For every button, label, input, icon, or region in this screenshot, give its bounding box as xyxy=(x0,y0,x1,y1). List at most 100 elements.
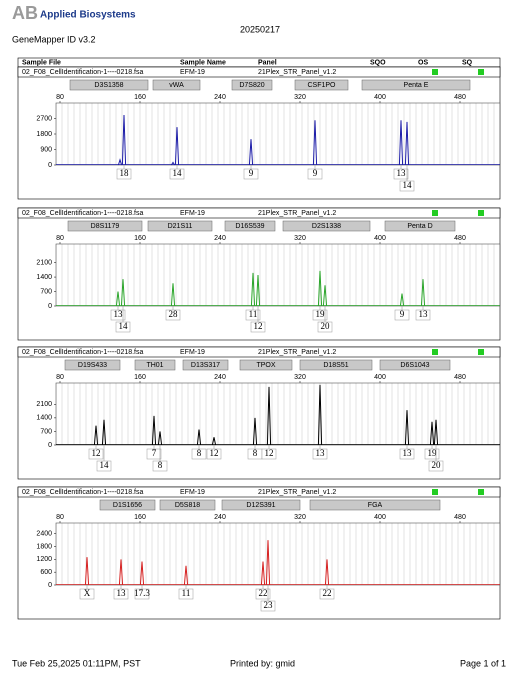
locus-box xyxy=(239,359,293,371)
x-tick-label: 160 xyxy=(134,235,146,242)
x-tick-label: 480 xyxy=(454,514,466,521)
allele-label: 19 xyxy=(428,448,438,458)
sample-name: EFM-19 xyxy=(180,489,205,496)
sample-panel: 21Plex_STR_Panel_v1.2 xyxy=(258,489,336,496)
locus-name: D1S1656 xyxy=(113,502,142,509)
plot-frame xyxy=(55,522,501,586)
peak xyxy=(121,115,127,166)
allele-label: 14 xyxy=(173,168,183,178)
y-tick-label: 1800 xyxy=(36,543,52,550)
allele-label: 9 xyxy=(400,309,405,319)
locus-name: D3S1358 xyxy=(94,82,123,89)
column-header: OS xyxy=(418,59,428,66)
allele-label: 14 xyxy=(100,460,110,470)
allele-label: X xyxy=(84,588,91,598)
allele-box xyxy=(424,448,440,460)
allele-box xyxy=(255,588,271,600)
locus-name: Penta D xyxy=(407,223,432,230)
peak xyxy=(170,283,176,307)
allele-box xyxy=(307,168,323,180)
y-tick-label: 0 xyxy=(48,162,52,169)
y-tick-label: 0 xyxy=(48,582,52,589)
x-tick-label: 160 xyxy=(134,514,146,521)
plot-bins xyxy=(56,103,500,165)
locus-name: D8S1179 xyxy=(91,223,120,230)
brand: Applied Biosystems xyxy=(40,10,136,21)
locus-box xyxy=(294,79,349,91)
peak xyxy=(260,561,266,586)
footer-page: Page 1 of 1 xyxy=(460,658,506,668)
peak xyxy=(101,419,107,446)
footer-date: Tue Feb 25,2025 01:11PM, PST xyxy=(12,658,141,668)
peak xyxy=(399,293,405,307)
column-header: Panel xyxy=(258,59,277,66)
allele-label: 13 xyxy=(117,588,127,598)
x-tick-label: 160 xyxy=(134,374,146,381)
software: GeneMapper ID v3.2 xyxy=(12,34,96,44)
x-tick-label: 400 xyxy=(374,514,386,521)
column-header: Sample File xyxy=(22,59,61,66)
allele-box xyxy=(169,168,185,180)
allele-box xyxy=(152,460,168,472)
locus-box xyxy=(361,79,471,91)
allele-box xyxy=(79,588,95,600)
allele-box xyxy=(146,448,162,460)
locus-box xyxy=(69,79,149,91)
y-tick-label: 700 xyxy=(40,288,52,295)
y-tick-label: 1800 xyxy=(36,131,52,138)
peak xyxy=(324,559,330,586)
x-tick-label: 320 xyxy=(294,374,306,381)
allele-label: 13 xyxy=(419,309,429,319)
allele-box xyxy=(243,168,259,180)
peak xyxy=(120,279,126,307)
x-tick-label: 240 xyxy=(214,374,226,381)
allele-label: 11 xyxy=(249,309,258,319)
plot-bins xyxy=(56,383,500,445)
plot-frame xyxy=(55,243,501,307)
allele-box xyxy=(96,460,112,472)
allele-label: 12 xyxy=(210,448,219,458)
peak xyxy=(265,540,271,586)
allele-label: 12 xyxy=(92,448,101,458)
column-header: SQO xyxy=(370,59,386,66)
sample-file: 02_F08_CellIdentification-1----0218.fsa xyxy=(22,489,144,496)
os-flag xyxy=(432,489,438,495)
peak xyxy=(317,270,323,307)
peak xyxy=(398,120,404,166)
allele-label: 7 xyxy=(152,448,157,458)
sq-flag xyxy=(478,349,484,355)
locus-name: D2S1338 xyxy=(312,223,341,230)
allele-box xyxy=(88,448,104,460)
locus-box xyxy=(159,499,216,511)
locus-box xyxy=(299,359,373,371)
allele-box xyxy=(245,309,261,321)
locus-name: D5S818 xyxy=(175,502,200,509)
allele-label: 9 xyxy=(313,168,318,178)
peak xyxy=(317,384,323,446)
peak xyxy=(196,429,202,446)
x-tick-label: 400 xyxy=(374,94,386,101)
y-tick-label: 1200 xyxy=(36,556,52,563)
x-tick-label: 400 xyxy=(374,235,386,242)
y-tick-label: 2700 xyxy=(36,115,52,122)
allele-label: 17.3 xyxy=(134,588,150,598)
y-tick-label: 600 xyxy=(40,569,52,576)
peak xyxy=(211,437,217,446)
allele-box xyxy=(116,168,132,180)
sample-file: 02_F08_CellIdentification-1----0218.fsa xyxy=(22,210,144,217)
y-tick-label: 0 xyxy=(48,303,52,310)
locus-name: TPOX xyxy=(256,362,275,369)
allele-box xyxy=(115,321,131,333)
peak xyxy=(429,421,435,446)
sample-name: EFM-19 xyxy=(180,349,205,356)
allele-label: 14 xyxy=(403,180,413,190)
peak xyxy=(420,279,426,307)
sample-file: 02_F08_CellIdentification-1----0218.fsa xyxy=(22,349,144,356)
locus-box xyxy=(231,79,273,91)
allele-label: 13 xyxy=(397,168,407,178)
peak xyxy=(139,561,145,586)
allele-box xyxy=(250,321,266,333)
peak xyxy=(117,158,123,166)
allele-box xyxy=(317,321,333,333)
sample-name: EFM-19 xyxy=(180,210,205,217)
